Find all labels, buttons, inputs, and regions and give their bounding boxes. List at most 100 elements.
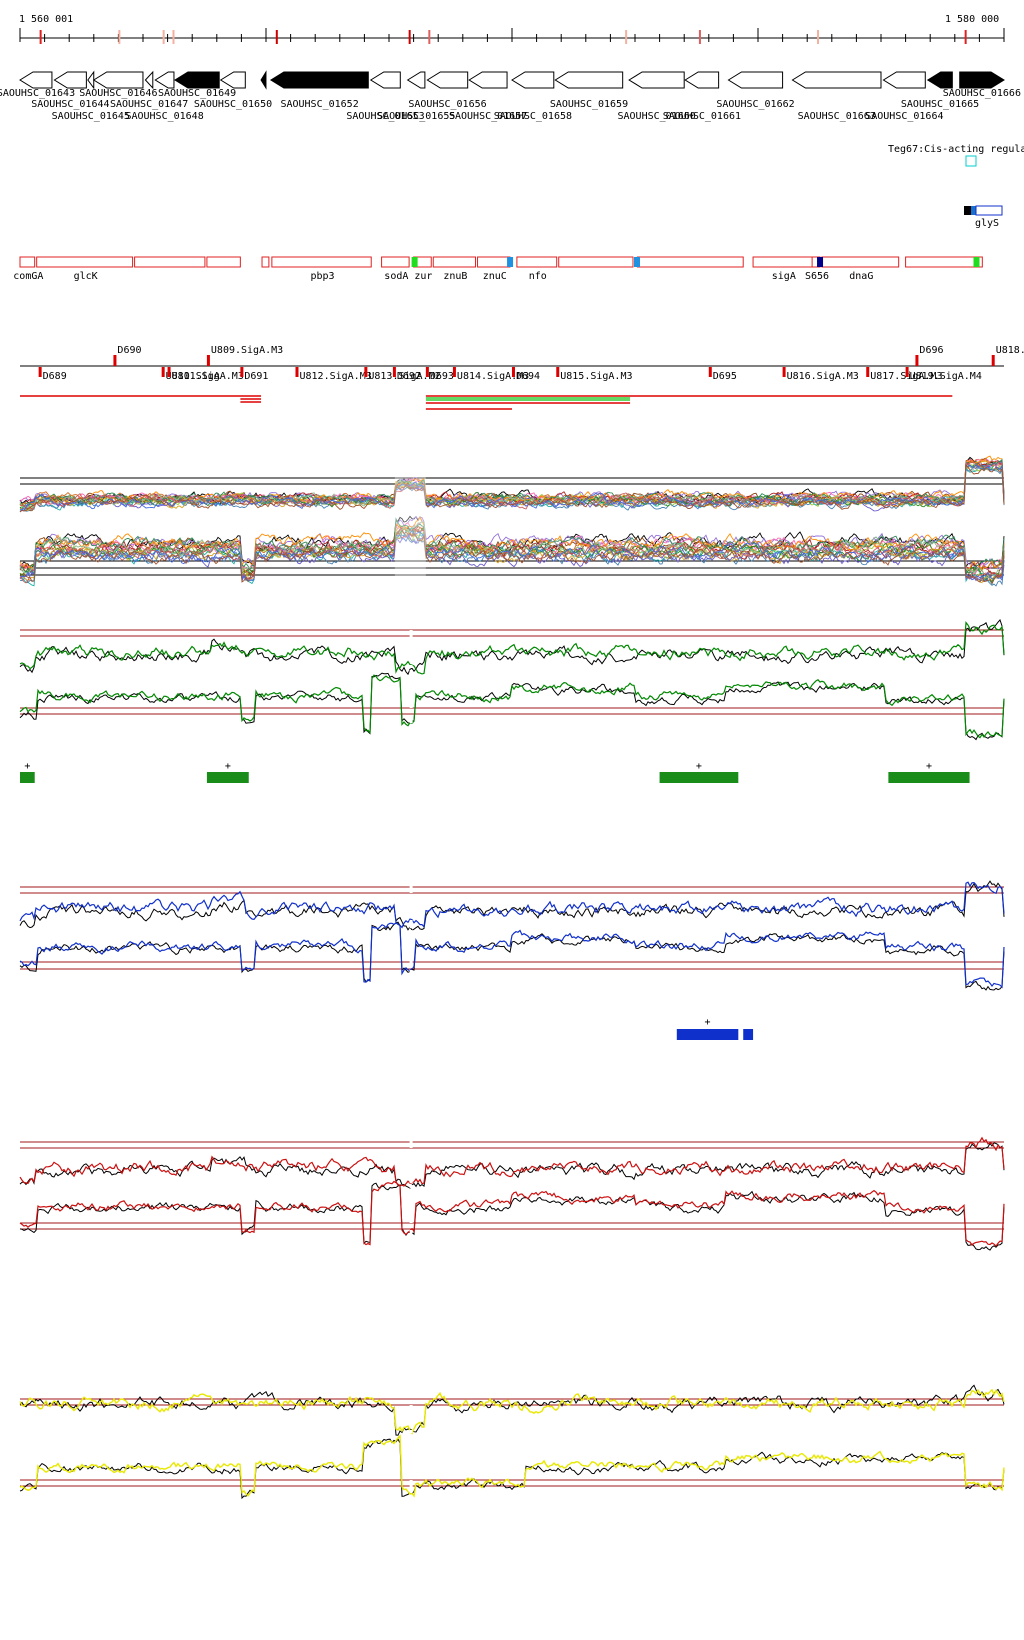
red-top-trace — [19, 1136, 1005, 1187]
gene-name-label: sodA — [384, 271, 408, 282]
multi-gap — [394, 470, 426, 580]
green-expression-panel — [19, 619, 1005, 741]
gene-label: SAOUHSC_01646 — [79, 88, 157, 99]
ruler-marker — [162, 30, 165, 44]
gene-name-label: S656 — [805, 271, 829, 282]
multi-top-trace — [19, 464, 1005, 513]
segment-lower-label: D692 — [397, 371, 421, 382]
segment-start-mark — [295, 367, 299, 377]
gene-name-box — [558, 256, 634, 268]
gene-name-label: znuB — [443, 271, 467, 282]
gene-arrow — [369, 71, 401, 89]
ruler-marker — [39, 30, 42, 44]
gene-name-accent — [973, 257, 980, 267]
gene-name-box — [206, 256, 241, 268]
marker-label: + — [705, 1017, 711, 1028]
segment-start-mark — [511, 367, 515, 377]
segment-start-mark — [364, 367, 368, 377]
segment-upper-label: D690 — [117, 345, 141, 356]
segment-lower-label: D693 — [430, 371, 454, 382]
segment-lower-label: D694 — [516, 371, 540, 382]
ruler-marker — [428, 30, 431, 44]
gene-label: SAOUHSC_01659 — [550, 99, 628, 110]
gene-arrow — [554, 71, 624, 89]
gene-arrow — [468, 71, 508, 89]
gene-label: SAOUHSC_01660 — [617, 111, 695, 122]
segment-start-mark — [240, 367, 244, 377]
gene-name-box — [36, 256, 134, 268]
gene-name-label: sigA — [772, 271, 796, 282]
red-expression-panel — [19, 1135, 1005, 1260]
gene-label: SAOUHSC_01656 — [408, 99, 486, 110]
gene-label: SAOUHSC_01649 — [158, 88, 236, 99]
glys-label: glyS — [975, 218, 999, 229]
segment-start-mark — [915, 355, 919, 366]
gene-name-label: znuC — [483, 271, 507, 282]
segment-start-mark — [206, 355, 210, 366]
gene-arrow — [727, 71, 784, 89]
segment-lower-label: U812.SigA.M3 — [299, 371, 371, 382]
green-top-black-trace — [19, 619, 1005, 676]
gene-track: SAOUHSC_01643SAOUHSC_01644SAOUHSC_01645S… — [0, 70, 1021, 122]
multi-top-trace — [19, 464, 1005, 512]
gene-name-box — [134, 256, 206, 268]
blue-top-black-trace — [19, 880, 1005, 931]
gene-name-label: dnaG — [849, 271, 873, 282]
segment-lower-label: U819.SigA.M4 — [910, 371, 982, 382]
segment-start-mark — [38, 367, 42, 377]
blue-marker-track: + — [676, 1017, 754, 1040]
blue-bottom-trace — [19, 922, 1005, 989]
segment-start-mark — [782, 367, 786, 377]
teg-label: Teg67:Cis-acting regula — [888, 144, 1024, 155]
gene-name-accent — [633, 257, 640, 267]
ruler-marker — [698, 30, 701, 44]
gene-name-box — [516, 256, 558, 268]
segment-start-mark — [866, 367, 870, 377]
gene-arrow — [154, 71, 175, 89]
gene-arrow — [219, 71, 246, 89]
gene-label: SAOUHSC_01644 — [31, 99, 109, 110]
multi-top-trace — [19, 458, 1005, 508]
glys-black-box — [964, 206, 971, 215]
yellow-top-black-trace — [19, 1384, 1005, 1436]
yellow-top-trace — [19, 1388, 1005, 1435]
marker-bar — [20, 772, 35, 783]
gene-label: SAOUHSC_01647 — [110, 99, 188, 110]
gene-arrow — [92, 71, 144, 89]
ruler-marker — [625, 30, 628, 44]
gene-label: SAOUHSC_01655 — [377, 111, 455, 122]
blue-top-trace — [19, 881, 1005, 929]
gene-label: SAOUHSC_01665 — [901, 99, 979, 110]
marker-bar — [743, 1029, 754, 1040]
segment-start-mark — [452, 367, 456, 377]
green-top-trace — [19, 621, 1005, 675]
gene-label: SAOUHSC_01658 — [494, 111, 572, 122]
gene-arrow — [628, 71, 685, 89]
ruler-marker — [172, 30, 175, 44]
teg-box — [965, 155, 977, 167]
gene-label: SAOUHSC_01648 — [125, 111, 203, 122]
yellow-expression-panel — [19, 1384, 1005, 1510]
marker-bar — [206, 772, 249, 783]
green-marker-track: + + + + — [20, 761, 970, 783]
multi-bottom-trace — [19, 521, 1005, 579]
gene-name-label: pbp3 — [310, 271, 334, 282]
gene-arrow — [684, 71, 720, 89]
segment-start-mark — [556, 367, 560, 377]
gene-label: SAOUHSC_01645 — [52, 111, 130, 122]
gene-arrow — [53, 71, 87, 89]
glys-blue-box — [971, 206, 976, 215]
ruler-start-label: 1 560 001 — [19, 14, 73, 25]
segment-upper-label: U809.SigA.M3 — [211, 345, 283, 356]
segment-lower-label: U810.SigA — [166, 371, 220, 382]
yellow-bottom-trace — [19, 1434, 1005, 1498]
gene-arrow — [882, 71, 926, 89]
segment-start-mark — [991, 355, 995, 366]
gene-name-box — [381, 256, 410, 268]
gene-arrow — [173, 71, 220, 89]
gene-arrow — [19, 71, 53, 89]
gene-label: SAOUHSC_01652 — [280, 99, 358, 110]
gene-label: SAOUHSC_01657 — [449, 111, 527, 122]
gene-name-track: comGA glcK pbp3 sodA zur znuB znuC nfo sigA S656 d… — [13, 256, 983, 282]
